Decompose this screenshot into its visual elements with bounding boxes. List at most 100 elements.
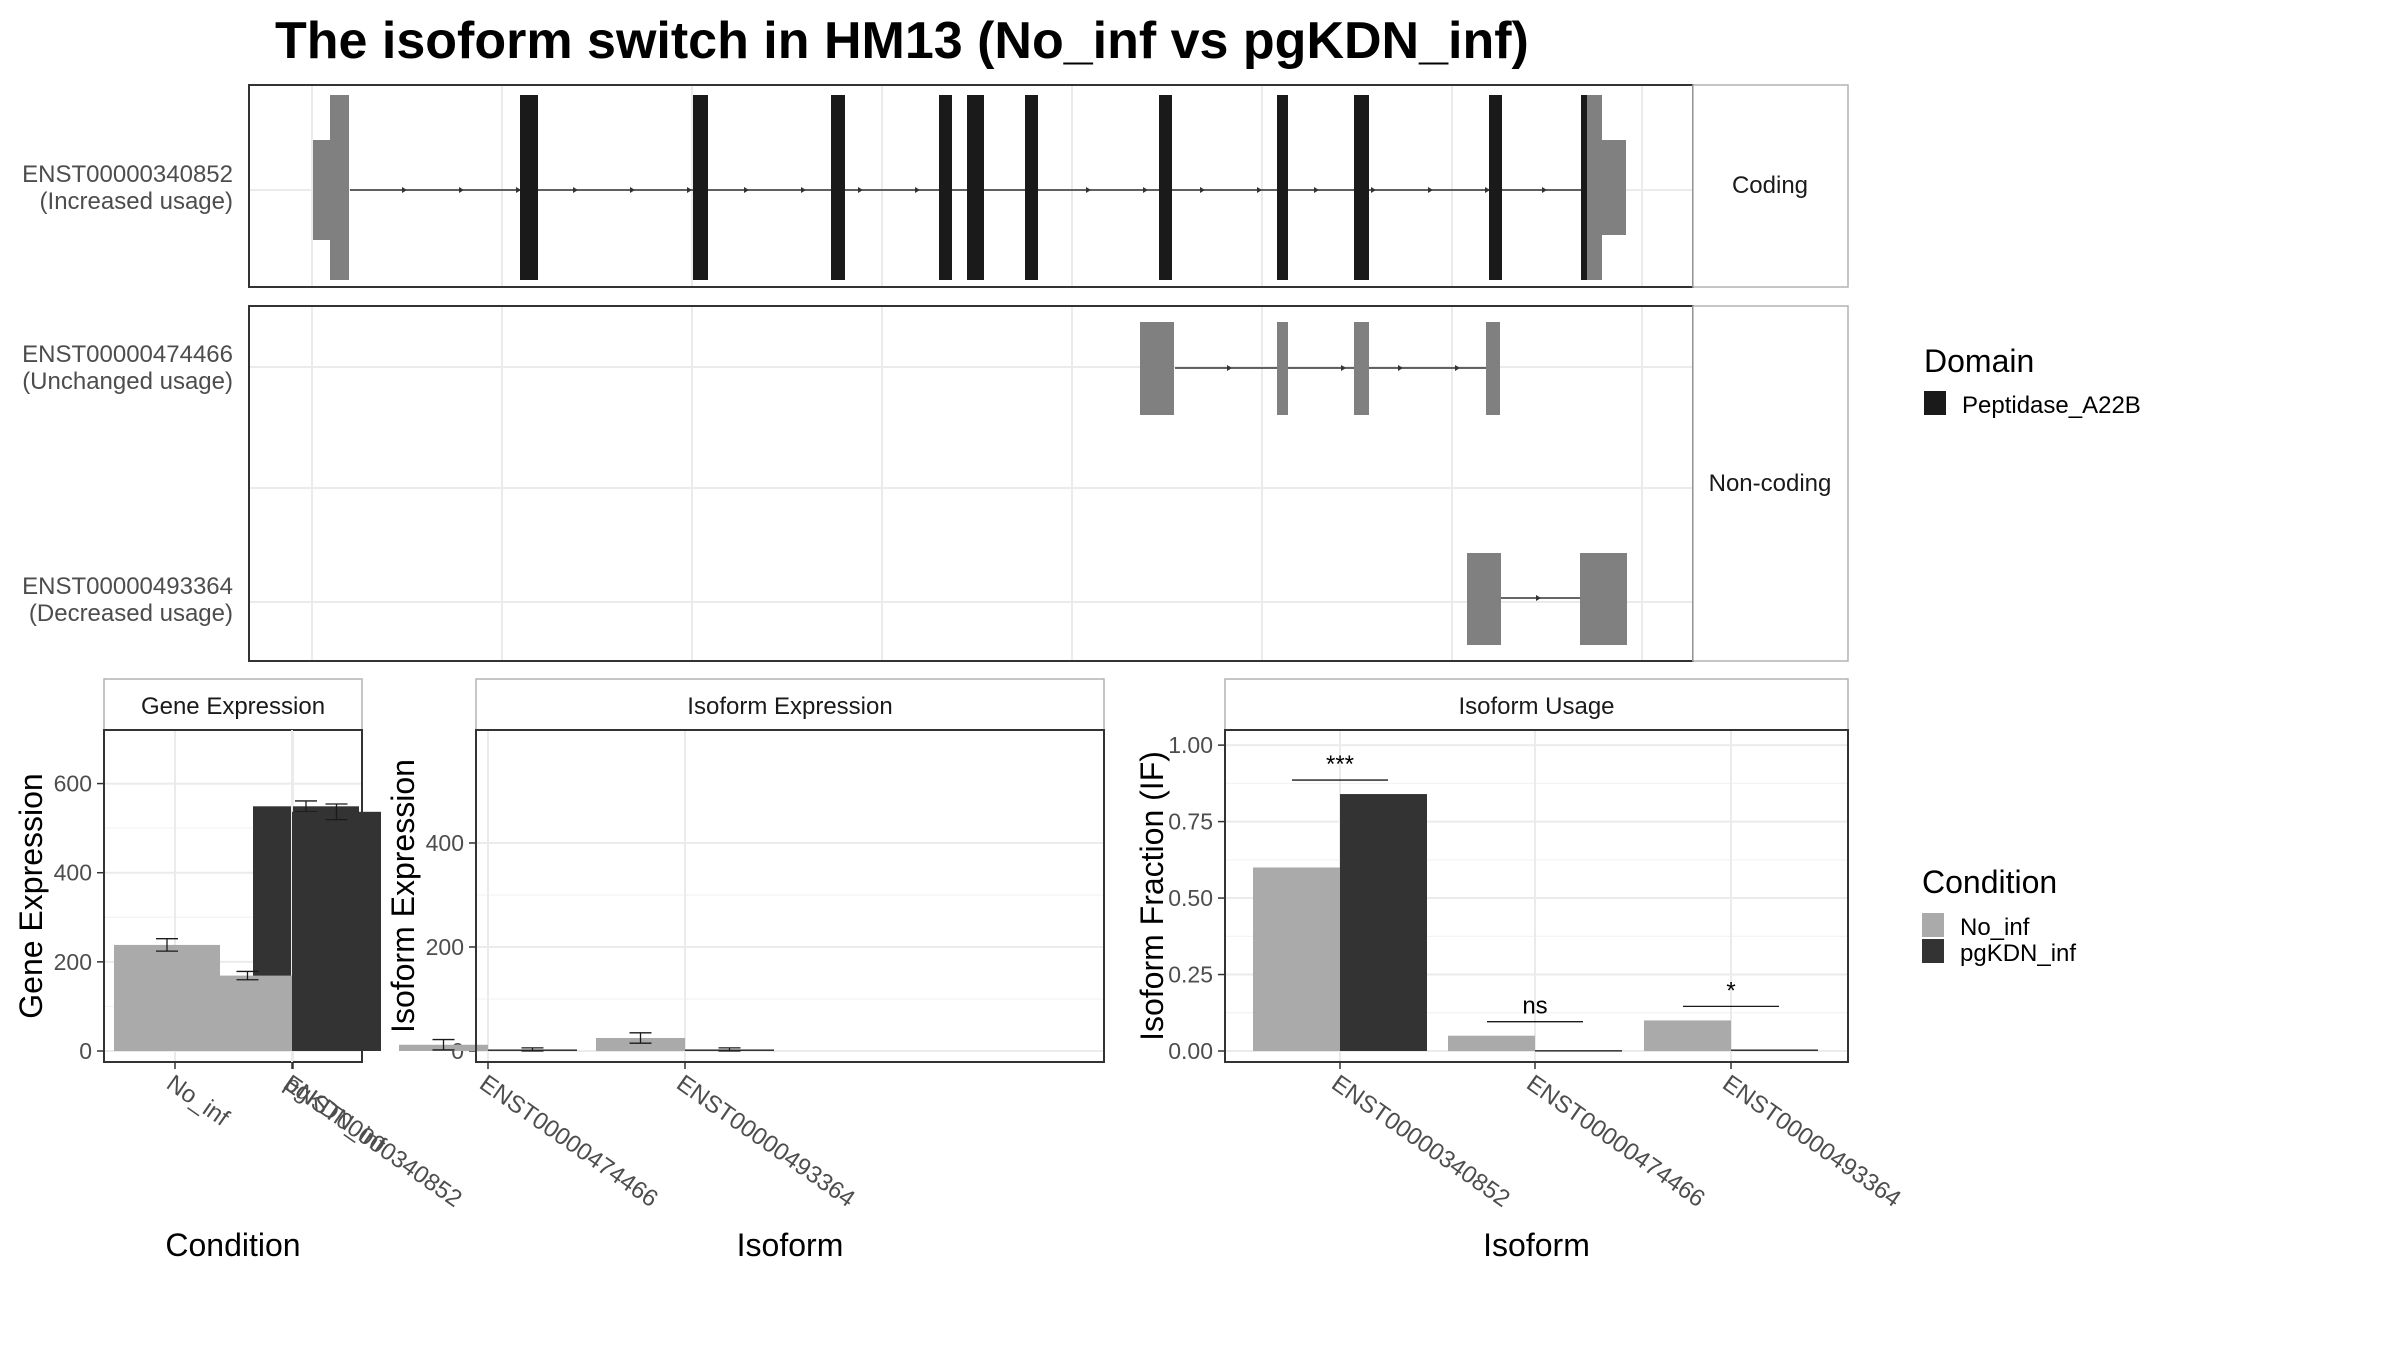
intron-arrow	[858, 187, 863, 193]
intron-arrow	[1542, 187, 1547, 193]
bar	[1253, 867, 1340, 1051]
x-axis-title: Isoform	[737, 1227, 844, 1263]
x-tick-label: No_inf	[162, 1070, 235, 1132]
structure-panel-coding: Coding ENST00000340852 (Increased usage)	[22, 84, 1849, 288]
bar	[596, 1038, 685, 1051]
domain-legend: Domain Peptidase_A22B	[1924, 343, 2141, 419]
y-tick-label: 0	[79, 1038, 92, 1064]
track-label-usage: (Decreased usage)	[29, 600, 233, 627]
track-label-usage: (Unchanged usage)	[22, 368, 233, 395]
y-tick-label: 200	[54, 949, 92, 975]
exon	[1486, 322, 1500, 415]
exon	[1354, 322, 1369, 415]
chart-isoform-expression: Isoform Expression0200400ENST00000340852…	[203, 678, 1105, 1263]
domain-exon	[1277, 95, 1288, 280]
bar	[1644, 1020, 1731, 1051]
bar	[1731, 1049, 1818, 1051]
intron-arrow	[1086, 187, 1091, 193]
x-tick-label: ENST00000474466	[1522, 1070, 1710, 1213]
y-axis-title: Gene Expression	[13, 773, 49, 1018]
page-title: The isoform switch in HM13 (No_inf vs pg…	[275, 12, 1529, 70]
strip	[475, 678, 1105, 731]
legend-title: Condition	[1922, 864, 2057, 900]
intron-arrow	[573, 187, 578, 193]
intron-arrow	[687, 187, 692, 193]
track-label-isoform: ENST00000340852	[22, 161, 233, 188]
intron-arrow	[630, 187, 635, 193]
intron-arrow	[1428, 187, 1433, 193]
x-tick-label: ENST00000493364	[1718, 1070, 1906, 1213]
panel-bg	[476, 730, 1104, 1062]
x-tick-label: ENST00000474466	[475, 1070, 663, 1213]
facet-strip-noncoding	[1692, 305, 1849, 662]
intron-arrow	[1257, 187, 1262, 193]
strip-title: Isoform Usage	[1458, 693, 1614, 720]
domain-exon	[831, 95, 845, 280]
strip	[1224, 678, 1849, 731]
bar	[114, 944, 220, 1051]
intron-arrow	[1341, 365, 1346, 371]
intron-arrow	[402, 187, 407, 193]
y-tick-label: 200	[426, 934, 464, 960]
intron-arrow	[1455, 365, 1460, 371]
intron-arrow	[1227, 365, 1232, 371]
x-tick-label: ENST00000340852	[279, 1070, 467, 1213]
domain-exon	[1159, 95, 1172, 280]
x-axis-title: Condition	[165, 1227, 300, 1263]
y-tick-label: 0.25	[1168, 962, 1213, 988]
y-tick-label: 400	[54, 860, 92, 886]
condition-legend: Condition No_inf pgKDN_inf	[1922, 864, 2076, 967]
facet-label-coding: Coding	[1732, 172, 1808, 199]
exon	[1277, 322, 1288, 415]
utr-exon	[1598, 140, 1626, 235]
track-label-usage: (Increased usage)	[40, 188, 233, 215]
legend-swatch-pgkdn-inf	[1922, 939, 1944, 963]
x-axis-title: Isoform	[1483, 1227, 1590, 1263]
strip-title: Gene Expression	[141, 693, 325, 720]
intron-arrow	[1143, 187, 1148, 193]
legend-label: Peptidase_A22B	[1962, 392, 2141, 419]
y-tick-label: 600	[54, 771, 92, 797]
y-axis-title: Isoform Expression	[385, 759, 421, 1033]
x-tick-label: ENST00000340852	[1327, 1070, 1515, 1213]
track-label-isoform: ENST00000474466	[22, 341, 233, 368]
exon	[330, 95, 349, 280]
intron-arrow	[1371, 187, 1376, 193]
facet-label-noncoding: Non-coding	[1709, 470, 1832, 497]
legend-swatch-no-inf	[1922, 913, 1944, 937]
intron-arrow	[744, 187, 749, 193]
domain-exon	[1581, 95, 1589, 280]
intron-arrow	[801, 187, 806, 193]
bar	[1535, 1050, 1622, 1052]
y-tick-label: 0.00	[1168, 1038, 1213, 1064]
x-tick-label: ENST00000493364	[672, 1070, 860, 1213]
domain-exon	[520, 95, 538, 280]
y-tick-label: 400	[426, 830, 464, 856]
intron-arrow	[459, 187, 464, 193]
y-tick-label: 0.50	[1168, 885, 1213, 911]
panel-border	[1224, 729, 1849, 1063]
significance-label: ns	[1522, 993, 1547, 1020]
intron-arrow	[1200, 187, 1205, 193]
y-tick-label: 1.00	[1168, 732, 1213, 758]
facet-strip-coding	[1692, 84, 1849, 288]
domain-exon	[1025, 95, 1038, 280]
legend-label: pgKDN_inf	[1960, 940, 2076, 967]
domain-exon	[1354, 95, 1369, 280]
legend-title: Domain	[1924, 343, 2034, 379]
track-label-isoform: ENST00000493364	[22, 573, 233, 600]
bar	[292, 811, 381, 1051]
chart-isoform-usage: Isoform Usage 0.00 0.25 0.50 0.75 1.00 *** ns * E…	[1134, 678, 1906, 1263]
intron-arrow	[1398, 365, 1403, 371]
intron-arrow	[1536, 595, 1541, 601]
y-axis-title: Isoform Fraction (IF)	[1134, 751, 1170, 1041]
legend-label: No_inf	[1960, 914, 2030, 941]
utr-exon	[313, 140, 333, 240]
intron-arrow	[516, 187, 521, 193]
domain-exon	[939, 95, 952, 280]
exon	[1467, 553, 1501, 645]
legend-swatch	[1924, 391, 1946, 415]
